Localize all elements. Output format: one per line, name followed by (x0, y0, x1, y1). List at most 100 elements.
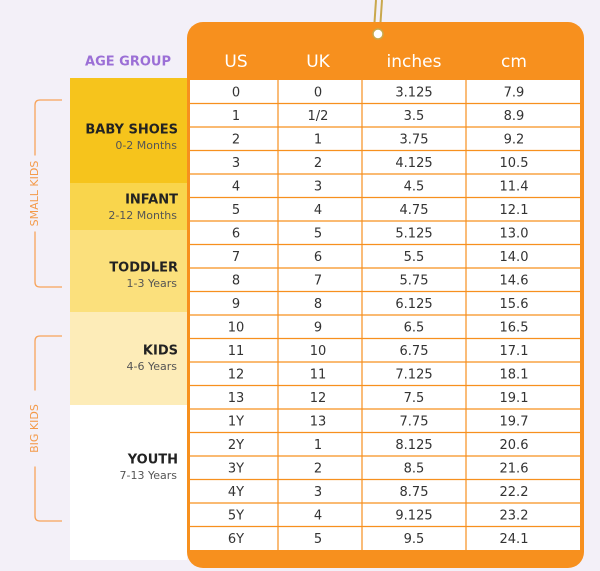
cell: 4.125 (395, 156, 432, 171)
cell: 14.6 (500, 273, 529, 288)
cell: 22.2 (500, 485, 529, 500)
cell: 1 (314, 132, 322, 147)
cell: 4 (232, 179, 240, 194)
cell: 13.0 (500, 226, 529, 241)
cell: 8.75 (400, 485, 429, 500)
cell: 7.5 (404, 391, 425, 406)
cell: 4.75 (400, 203, 429, 218)
bracket-gap (28, 390, 42, 467)
cell: 4 (314, 203, 322, 218)
age-group-name: KIDS (143, 344, 178, 359)
age-group-range: 4-6 Years (127, 360, 178, 373)
cell: 2 (314, 156, 322, 171)
cell: 0 (232, 85, 240, 100)
age-group-range: 1-3 Years (127, 277, 178, 290)
cell: 10.5 (500, 156, 529, 171)
cell: 7 (232, 250, 240, 265)
cell: 3 (314, 485, 322, 500)
cell: 6 (314, 250, 322, 265)
cell: 23.2 (500, 508, 529, 523)
cell: 6 (232, 226, 240, 241)
cell: 8 (314, 297, 322, 312)
age-band (70, 183, 187, 230)
column-header: inches (387, 52, 442, 72)
cell: 18.1 (500, 367, 529, 382)
age-group-name: TODDLER (109, 261, 178, 276)
cell: 14.0 (500, 250, 529, 265)
cell: 5.75 (400, 273, 429, 288)
column-header: UK (306, 52, 330, 72)
cell: 1/2 (308, 109, 329, 124)
cell: 21.6 (500, 461, 529, 476)
cell: 4.5 (404, 179, 425, 194)
cell: 8 (232, 273, 240, 288)
cell: 7.9 (504, 85, 525, 100)
age-band (70, 405, 187, 560)
cell: 2 (314, 461, 322, 476)
cell: 24.1 (500, 532, 529, 547)
cell: 13 (228, 391, 245, 406)
cell: 5 (232, 203, 240, 218)
age-band (70, 230, 187, 312)
cell: 6Y (228, 532, 244, 547)
cell: 5Y (228, 508, 244, 523)
cell: 3Y (228, 461, 244, 476)
bracket-label: SMALL KIDS (28, 161, 41, 227)
cell: 3.75 (400, 132, 429, 147)
cell: 2Y (228, 438, 244, 453)
cell: 19.1 (500, 391, 529, 406)
age-group-name: BABY SHOES (85, 123, 178, 138)
cell: 4Y (228, 485, 244, 500)
bracket-gap (28, 155, 42, 232)
cell: 3 (314, 179, 322, 194)
cell: 13 (310, 414, 327, 429)
cell: 7.125 (395, 367, 432, 382)
cell: 11 (310, 367, 327, 382)
cell: 1 (232, 109, 240, 124)
cell: 7.75 (400, 414, 429, 429)
cell: 7 (314, 273, 322, 288)
cell: 1 (314, 438, 322, 453)
cell: 9 (232, 297, 240, 312)
cell: 3 (232, 156, 240, 171)
age-group-range: 2-12 Months (108, 209, 177, 222)
cell: 11 (228, 344, 245, 359)
cell: 1Y (228, 414, 244, 429)
cell: 8.9 (504, 109, 525, 124)
cell: 9.5 (404, 532, 425, 547)
cell: 5.5 (404, 250, 425, 265)
cell: 10 (228, 320, 245, 335)
cell: 9 (314, 320, 322, 335)
cell: 6.125 (395, 297, 432, 312)
cell: 5 (314, 532, 322, 547)
cell: 20.6 (500, 438, 529, 453)
age-group-name: INFANT (125, 193, 178, 208)
cell: 6.5 (404, 320, 425, 335)
cell: 8.125 (395, 438, 432, 453)
hang-hole (372, 28, 384, 40)
cell: 10 (310, 344, 327, 359)
cell: 12 (228, 367, 245, 382)
column-header: US (224, 52, 247, 72)
age-band (70, 312, 187, 405)
bracket-label: BIG KIDS (28, 404, 41, 453)
cell: 12.1 (500, 203, 529, 218)
age-group-name: YOUTH (127, 453, 178, 468)
cell: 16.5 (500, 320, 529, 335)
cell: 17.1 (500, 344, 529, 359)
cell: 3.125 (395, 85, 432, 100)
age-group-label: AGE GROUP (85, 55, 171, 70)
cell: 19.7 (500, 414, 529, 429)
cell: 11.4 (500, 179, 529, 194)
cell: 2 (232, 132, 240, 147)
cell: 8.5 (404, 461, 425, 476)
cell: 3.5 (404, 109, 425, 124)
age-group-range: 7-13 Years (120, 469, 178, 482)
cell: 0 (314, 85, 322, 100)
cell: 15.6 (500, 297, 529, 312)
cell: 12 (310, 391, 327, 406)
cell: 9.125 (395, 508, 432, 523)
cell: 4 (314, 508, 322, 523)
age-band (70, 78, 187, 183)
